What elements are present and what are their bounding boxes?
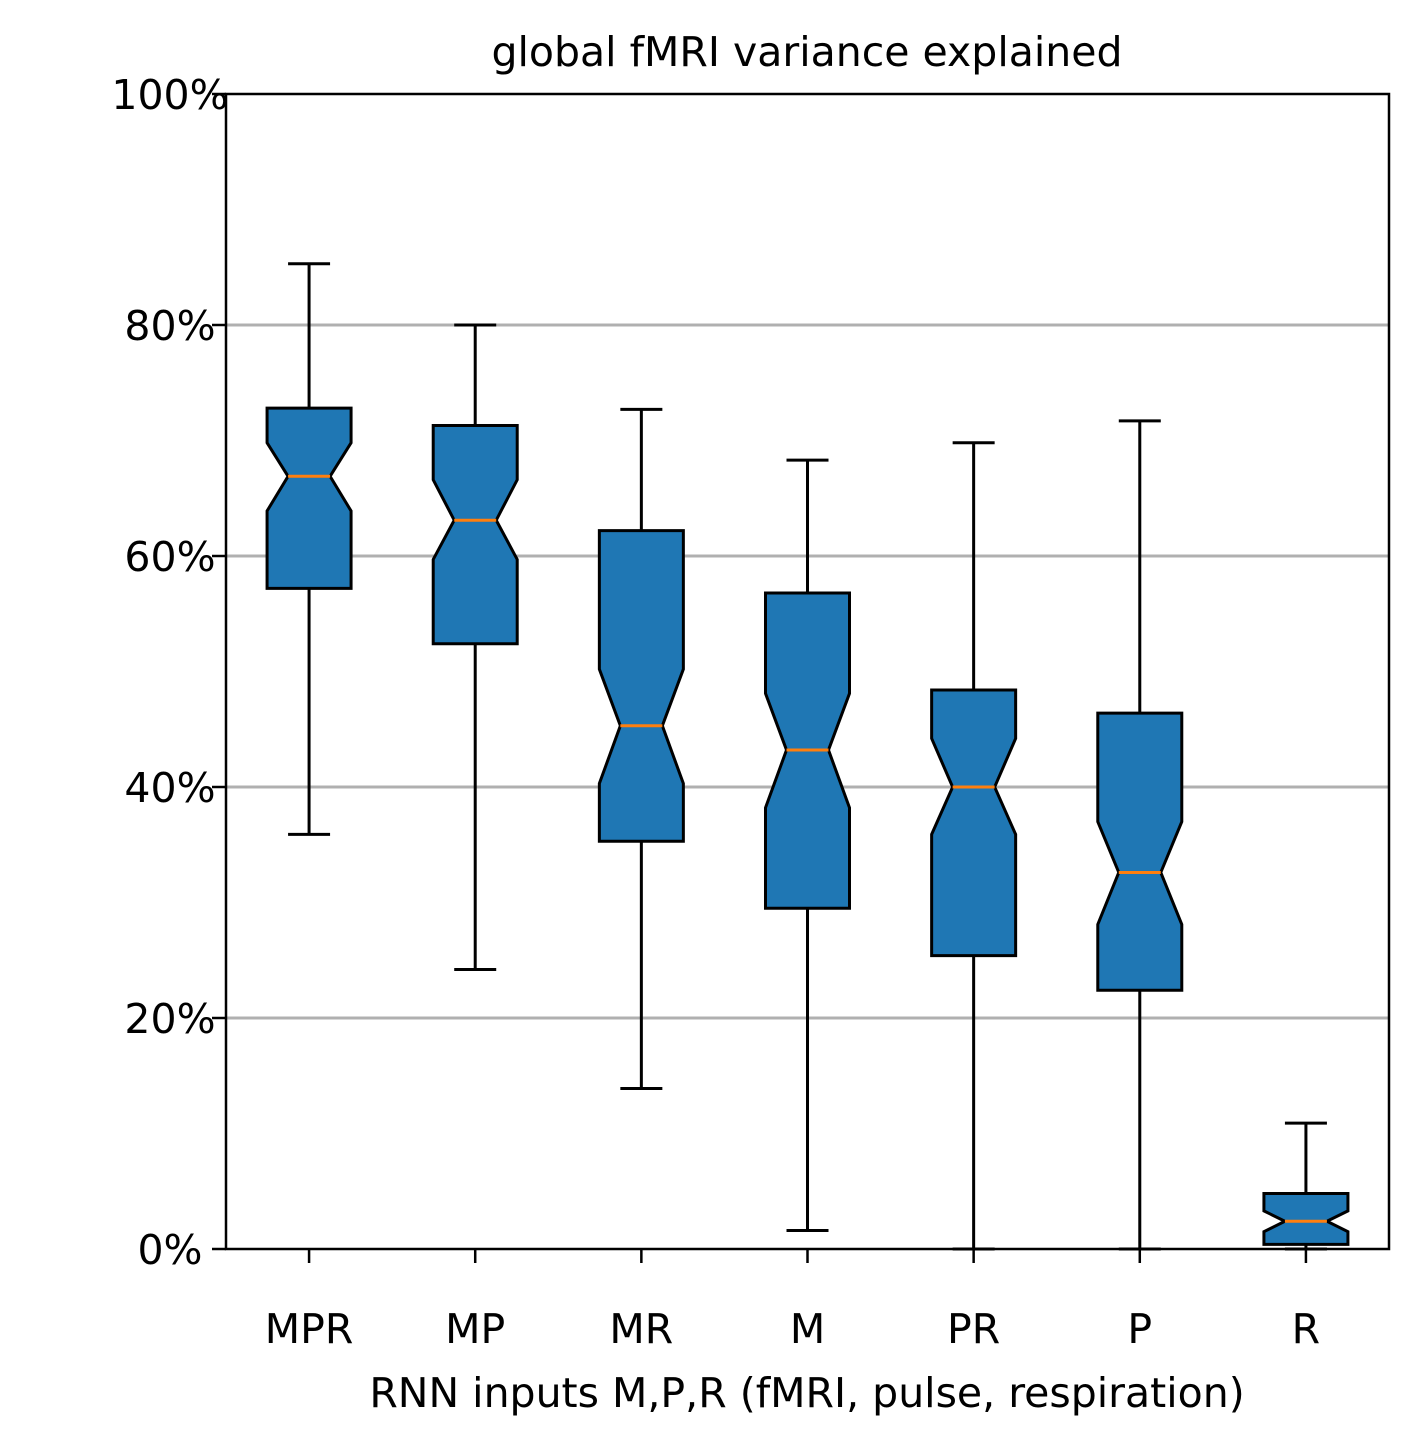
x-tick-label: M (790, 1305, 825, 1353)
x-tick-label: P (1127, 1305, 1152, 1353)
x-axis-label: RNN inputs M,P,R (fMRI, pulse, respirati… (369, 1369, 1244, 1417)
box-body (1096, 711, 1184, 992)
x-tick-label: MPR (265, 1305, 354, 1353)
box-body (431, 423, 519, 646)
box-mr (597, 407, 685, 1090)
y-tick-label: 80% (124, 302, 215, 350)
x-tick-label: MR (609, 1305, 673, 1353)
y-axis-ticks: 0% 20% 40% 60% 80% 100% (111, 71, 228, 1274)
box-mpr (265, 262, 353, 836)
chart-title: global fMRI variance explained (492, 28, 1123, 76)
box-p (1096, 419, 1184, 1251)
box-r (1262, 1121, 1350, 1251)
box-body (930, 688, 1018, 958)
x-tick-label: R (1292, 1305, 1321, 1353)
box-m (764, 458, 851, 1233)
box-mp (431, 323, 519, 971)
box-body (265, 406, 353, 590)
y-tick-label: 0% (137, 1226, 202, 1274)
y-tick-label: 20% (124, 995, 215, 1043)
box-body (1262, 1192, 1350, 1246)
x-tick-label: PR (947, 1305, 1000, 1353)
y-tick-label: 100% (111, 71, 228, 119)
boxes-layer (265, 262, 1350, 1251)
y-tick-label: 60% (124, 533, 215, 581)
box-body (597, 529, 685, 843)
x-axis-ticks: MPR MP MR M PR P R (265, 1249, 1320, 1353)
y-tick-label: 40% (124, 764, 215, 812)
x-tick-label: MP (445, 1305, 505, 1353)
